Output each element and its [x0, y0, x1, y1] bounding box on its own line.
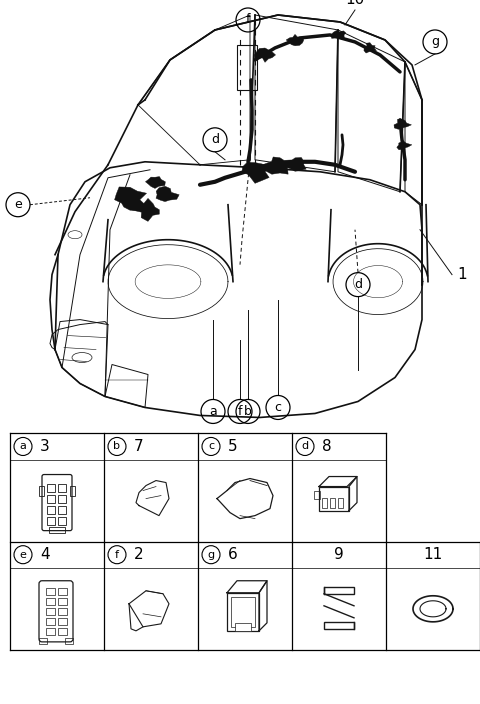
Bar — [237, 45, 257, 90]
Bar — [58, 517, 66, 524]
Polygon shape — [242, 163, 270, 183]
Text: f: f — [238, 405, 242, 418]
Text: d: d — [301, 441, 309, 451]
Text: 1: 1 — [457, 267, 467, 282]
Polygon shape — [394, 119, 411, 130]
Bar — [46, 608, 55, 615]
Bar — [314, 491, 320, 498]
Bar — [324, 622, 354, 629]
Text: a: a — [209, 405, 217, 418]
Bar — [70, 486, 75, 496]
Bar — [330, 498, 335, 508]
Bar — [46, 598, 55, 605]
Text: 8: 8 — [322, 439, 332, 454]
Text: f: f — [246, 13, 250, 27]
Bar — [47, 484, 55, 491]
Text: e: e — [20, 550, 26, 560]
Bar — [46, 628, 55, 635]
Text: 2: 2 — [134, 547, 144, 562]
Text: g: g — [431, 35, 439, 49]
Bar — [58, 618, 67, 625]
Polygon shape — [131, 199, 159, 221]
Text: c: c — [275, 401, 281, 414]
Text: c: c — [208, 441, 214, 451]
Text: 10: 10 — [346, 0, 365, 8]
Text: d: d — [211, 133, 219, 146]
Bar — [319, 486, 349, 510]
Bar — [322, 498, 327, 508]
Text: 7: 7 — [134, 439, 144, 454]
Bar — [324, 586, 354, 593]
Text: 9: 9 — [334, 547, 344, 562]
Bar — [39, 486, 44, 496]
Polygon shape — [286, 158, 306, 171]
Polygon shape — [331, 30, 346, 39]
Bar — [58, 495, 66, 503]
Polygon shape — [286, 34, 304, 46]
Polygon shape — [156, 187, 179, 201]
Bar — [47, 495, 55, 503]
Polygon shape — [263, 157, 298, 174]
Text: d: d — [354, 278, 362, 291]
Bar — [58, 484, 66, 491]
Text: g: g — [207, 550, 215, 560]
Polygon shape — [397, 141, 412, 150]
Bar — [58, 628, 67, 635]
Bar — [231, 597, 255, 627]
Bar — [58, 608, 67, 615]
Text: b: b — [113, 441, 120, 451]
Text: 3: 3 — [40, 439, 50, 454]
Bar — [338, 498, 343, 508]
Bar — [235, 623, 251, 631]
Text: f: f — [115, 550, 119, 560]
Bar — [47, 505, 55, 514]
Polygon shape — [145, 177, 165, 189]
Bar — [65, 638, 73, 644]
Text: b: b — [244, 405, 252, 418]
Text: 4: 4 — [40, 547, 49, 562]
Bar — [58, 588, 67, 595]
Polygon shape — [364, 43, 376, 53]
Bar — [46, 618, 55, 625]
Text: a: a — [20, 441, 26, 451]
Bar — [49, 527, 65, 533]
Bar — [58, 598, 67, 605]
Bar — [47, 517, 55, 524]
Text: 6: 6 — [228, 547, 238, 562]
Bar — [227, 593, 259, 631]
Bar — [39, 638, 47, 644]
Polygon shape — [254, 48, 276, 63]
Text: 11: 11 — [423, 547, 443, 562]
Polygon shape — [115, 187, 147, 210]
Bar — [58, 505, 66, 514]
Text: 5: 5 — [228, 439, 238, 454]
Bar — [46, 588, 55, 595]
Text: e: e — [14, 199, 22, 211]
